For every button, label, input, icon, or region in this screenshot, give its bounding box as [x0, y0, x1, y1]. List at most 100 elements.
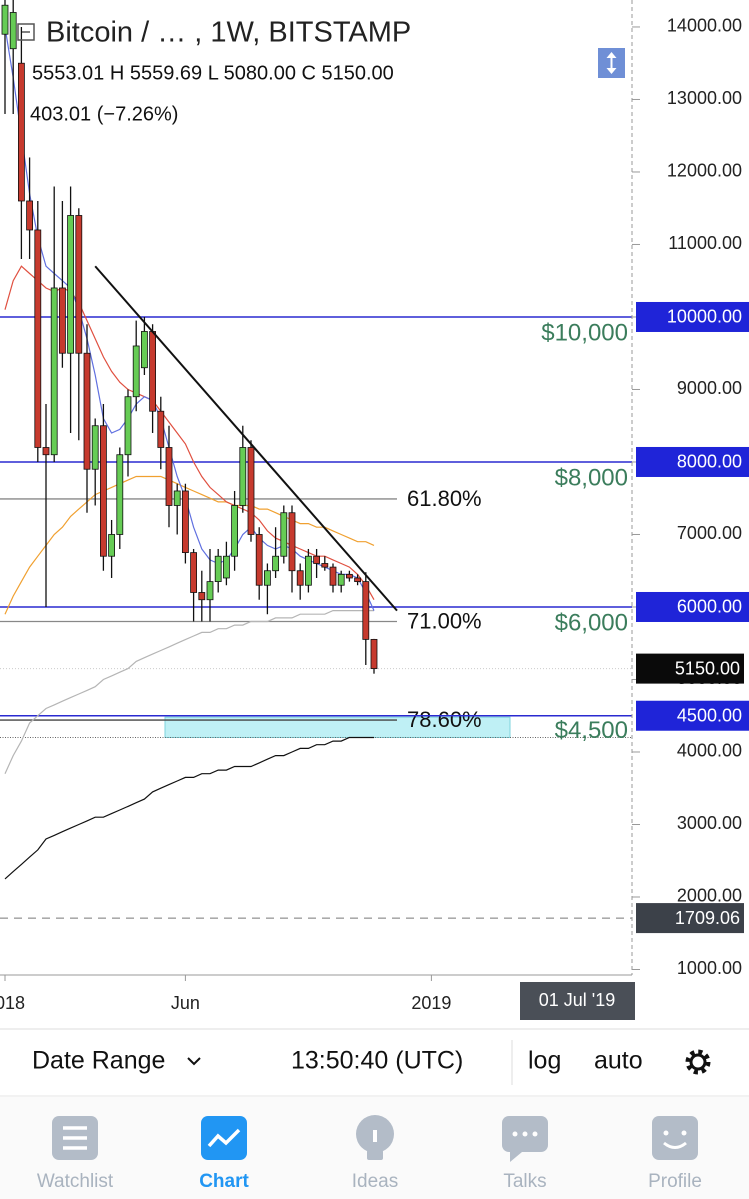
last-price-box — [636, 653, 744, 684]
level-price-label: 6000.00 — [677, 597, 742, 617]
candle-body — [91, 425, 99, 470]
candle-body — [337, 573, 345, 586]
fib-label: 78.60% — [407, 707, 482, 732]
x-tick-label: 2019 — [411, 993, 451, 1013]
candle-body — [198, 592, 206, 601]
candle-body — [100, 425, 107, 557]
y-tick-label: 3000.00 — [677, 813, 742, 833]
candle-body — [165, 447, 173, 506]
settings-icon[interactable] — [685, 1049, 711, 1075]
candle-body — [321, 563, 329, 568]
scale-button-icon — [606, 52, 617, 74]
candle-body — [190, 552, 198, 593]
candle-body — [17, 62, 25, 202]
candle-body — [50, 287, 58, 456]
tab-label[interactable]: Watchlist — [37, 1171, 114, 1192]
tab-label[interactable]: Talks — [503, 1171, 546, 1192]
candle-body — [108, 534, 115, 557]
moving-average — [4, 26, 375, 611]
level-annotation: $8,000 — [555, 464, 628, 491]
candle-body — [239, 447, 247, 506]
plot-area: 61.80% 71.00% 78.60% $10,000 $8,000 $6,000 $4,… — [0, 0, 632, 919]
low-marker-box — [636, 903, 744, 934]
collapse-icon[interactable] — [17, 23, 35, 41]
talks-icon[interactable] — [502, 1116, 548, 1162]
level-annotation: $4,500 — [555, 717, 628, 744]
level-price-box — [636, 591, 749, 622]
ideas-icon[interactable] — [356, 1115, 394, 1160]
candle-body — [34, 229, 42, 448]
candle-body — [67, 215, 74, 354]
moving-average — [4, 265, 375, 600]
candle-body — [313, 555, 321, 564]
trendline — [94, 265, 398, 612]
candle-body — [124, 396, 132, 456]
candle-body — [75, 215, 83, 354]
candle-body — [288, 512, 296, 572]
candle-body — [26, 200, 34, 231]
x-tick-label: 2018 — [0, 993, 25, 1013]
tab-label[interactable]: Profile — [648, 1171, 702, 1192]
y-tick-label: 14000.00 — [667, 16, 742, 36]
candle-body — [255, 534, 263, 586]
fib-label: 71.00% — [407, 608, 482, 633]
moving-average — [4, 609, 374, 774]
y-tick-label: 13000.00 — [667, 88, 742, 108]
candle-body — [149, 331, 157, 412]
change: 403.01 (−7.26%) — [30, 103, 178, 125]
symbol-title: Bitcoin / … , 1W, BITSTAMP — [46, 17, 411, 49]
candle-body — [354, 577, 362, 583]
level-annotation: $6,000 — [555, 609, 628, 636]
candle-body — [181, 490, 189, 554]
y-tick-label: 12000.00 — [667, 161, 742, 181]
moving-average — [4, 475, 375, 615]
x-tick-label: Jun — [171, 993, 200, 1013]
level-price-box — [636, 700, 749, 731]
candle-body — [272, 555, 280, 572]
chart-icon[interactable] — [201, 1116, 247, 1160]
date-range[interactable]: Date Range — [32, 1047, 165, 1075]
y-tick-label: 9000.00 — [677, 378, 742, 398]
tab-label[interactable]: Ideas — [352, 1171, 398, 1192]
level-price-label: 4500.00 — [677, 705, 742, 725]
candle-body — [1, 4, 9, 35]
candle-body — [362, 581, 370, 640]
crosshair-date-box — [520, 982, 635, 1020]
y-tick-label: 7000.00 — [677, 523, 742, 543]
auto-toggle[interactable]: auto — [594, 1047, 643, 1075]
candle-body — [280, 512, 288, 557]
candle-body — [231, 505, 239, 557]
candle-body — [345, 573, 353, 579]
candle-body — [42, 447, 50, 456]
candle-body — [247, 447, 255, 535]
candle-body — [157, 410, 165, 448]
level-price-box — [636, 446, 749, 477]
candle-body — [59, 287, 66, 354]
candle-body — [214, 555, 222, 583]
candle-body — [206, 581, 214, 601]
level-price-label: 10000.00 — [667, 307, 742, 327]
candle-body — [304, 555, 312, 586]
candle-body — [263, 570, 271, 586]
clock: 13:50:40 (UTC) — [291, 1047, 463, 1075]
candle-body — [222, 555, 230, 579]
profile-icon[interactable] — [652, 1116, 698, 1160]
y-tick-label: 1000.00 — [677, 958, 742, 978]
candle-body — [9, 12, 17, 50]
fib-label: 61.80% — [407, 486, 482, 511]
level-annotation: $10,000 — [541, 319, 628, 346]
log-toggle[interactable]: log — [528, 1047, 561, 1075]
candle-body — [173, 490, 181, 506]
candle-body — [116, 454, 124, 535]
candle-body — [83, 352, 91, 470]
y-tick-label: 4000.00 — [677, 741, 742, 761]
tab-label-active[interactable]: Chart — [199, 1171, 249, 1192]
last-price-label: 5150.00 — [675, 658, 740, 678]
level-price-box — [636, 301, 749, 332]
watchlist-icon[interactable] — [52, 1116, 98, 1160]
candle-body — [140, 331, 148, 369]
y-tick-label: 11000.00 — [668, 233, 742, 253]
candle-body — [132, 345, 140, 398]
